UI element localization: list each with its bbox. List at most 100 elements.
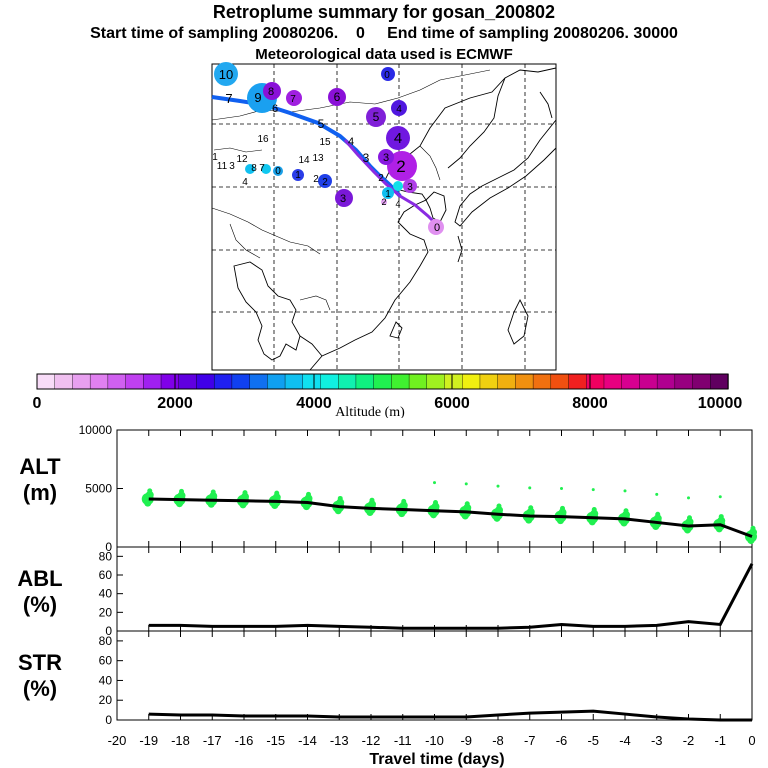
x-tick-label: -5: [587, 733, 599, 748]
colorbar-tick-label: 0: [33, 395, 42, 412]
plume-label: 4: [396, 104, 402, 115]
x-tick-label: 0: [748, 733, 755, 748]
sampling-time-line: Start time of sampling 20080206. 0 End t…: [90, 25, 678, 42]
plume-label: 5: [318, 117, 325, 131]
y-tick-label: 0: [105, 713, 112, 727]
plume-label: 6: [334, 90, 341, 104]
x-tick-label: -9: [460, 733, 472, 748]
y-tick-label: 60: [99, 654, 113, 668]
x-tick-label: -4: [619, 733, 631, 748]
altitude-scatter-point: [623, 489, 627, 493]
altitude-scatter-point: [590, 509, 599, 518]
x-tick-label: -7: [524, 733, 536, 748]
altitude-scatter-point: [463, 503, 472, 512]
altitude-scatter-point: [526, 507, 535, 516]
plume-marker: [387, 151, 417, 181]
x-tick-label: -20: [108, 733, 127, 748]
country-border: [299, 295, 331, 311]
colorbar-cell: [656, 373, 676, 390]
country-border: [211, 207, 321, 255]
altitude-scatter-point: [687, 515, 692, 521]
altitude-scatter-point: [368, 500, 376, 509]
altitude-scatter-point: [560, 505, 565, 511]
x-tick-label: -1: [714, 733, 726, 748]
y-tick-label: 40: [99, 587, 113, 601]
plume-label: 2: [313, 174, 319, 185]
plume-label: 4: [348, 136, 354, 148]
y-tick-label: 0: [105, 540, 112, 554]
colorbar-cell: [320, 373, 339, 390]
plume-markers: [214, 62, 444, 235]
colorbar-tick-label: 2000: [157, 395, 193, 412]
plume-label: 1: [212, 152, 218, 163]
plume-label: 3: [363, 151, 370, 165]
altitude-scatter-point: [622, 510, 630, 519]
altitude-colorbar: 0 2000 4000 6000 8000 10000 Altitude (m): [33, 373, 742, 418]
plume-label: 7: [259, 163, 265, 174]
plume-label: 13: [312, 153, 324, 164]
altitude-scatter-point: [207, 500, 215, 508]
plume-label: 1: [385, 189, 391, 200]
y-tick-label: 80: [99, 549, 113, 563]
colorbar-cell: [72, 373, 91, 390]
plume-label: 3: [229, 161, 235, 172]
series-line: [148, 709, 752, 722]
y-tick-label: 5000: [85, 482, 112, 496]
y-tick-label: 80: [99, 634, 113, 648]
altitude-scatter-point: [464, 482, 468, 486]
plume-marker: [273, 166, 283, 176]
colorbar-cell: [692, 373, 711, 390]
plume-label: 14: [298, 155, 310, 166]
plume-label: 4: [395, 199, 400, 209]
map-graticule: [212, 64, 556, 370]
y-tick-label: 10000: [79, 423, 113, 437]
str-panel-unit: (%): [23, 676, 57, 701]
colorbar-cell: [284, 373, 304, 390]
colorbar-cell: [710, 373, 729, 390]
colorbar-cell: [196, 373, 215, 390]
panel-frame: [116, 546, 753, 632]
colorbar-cell: [515, 373, 534, 390]
plume-label: 2: [381, 197, 386, 207]
x-axis-ticks: -20 -19 -18 -17 -16 -15 -14 -13 -12 -11 -10 -9 -8 -7-…: [108, 733, 756, 748]
plume-marker: [403, 179, 417, 193]
panel-frame: [116, 630, 753, 721]
plume-label: 11: [217, 161, 228, 172]
plume-label: 9: [254, 90, 261, 105]
y-tick-label: 20: [99, 605, 113, 619]
altitude-scatter-point: [747, 537, 755, 545]
colorbar-cell: [143, 373, 162, 390]
altitude-scatter-point: [718, 514, 724, 520]
x-tick-label: -2: [683, 733, 695, 748]
altitude-scatter-point: [210, 489, 216, 495]
plume-label: 0: [384, 70, 390, 81]
x-tick-label: -3: [651, 733, 663, 748]
colorbar-cell: [373, 373, 393, 390]
plume-label: 0: [434, 222, 440, 234]
coastlines: [233, 67, 557, 371]
plume-label: 8: [251, 163, 257, 174]
plume-marker: [382, 187, 394, 199]
plume-marker: [328, 88, 346, 106]
y-tick-label: 20: [99, 693, 113, 707]
colorbar-cell: [462, 373, 481, 390]
altitude-scatter-point: [687, 496, 690, 500]
plume-label: 0: [275, 166, 281, 177]
colorbar-cell: [355, 373, 375, 390]
plume-marker: [245, 164, 255, 174]
altitude-scatter-point: [495, 506, 503, 515]
altitude-scatter-point: [717, 516, 726, 525]
x-axis-label: Travel time (days): [369, 751, 504, 768]
altitude-scatter-point: [623, 508, 629, 514]
colorbar-cell: [267, 373, 286, 390]
plume-marker: [386, 126, 410, 150]
plume-label: 2: [396, 157, 405, 176]
x-tick-label: -13: [330, 733, 349, 748]
altitude-scatter-point: [179, 488, 184, 494]
altitude-scatter-point: [528, 486, 532, 490]
altitude-scatter-point: [430, 511, 437, 519]
plume-marker: [428, 219, 444, 235]
coastline: [447, 77, 506, 169]
plume-marker: [381, 67, 395, 81]
